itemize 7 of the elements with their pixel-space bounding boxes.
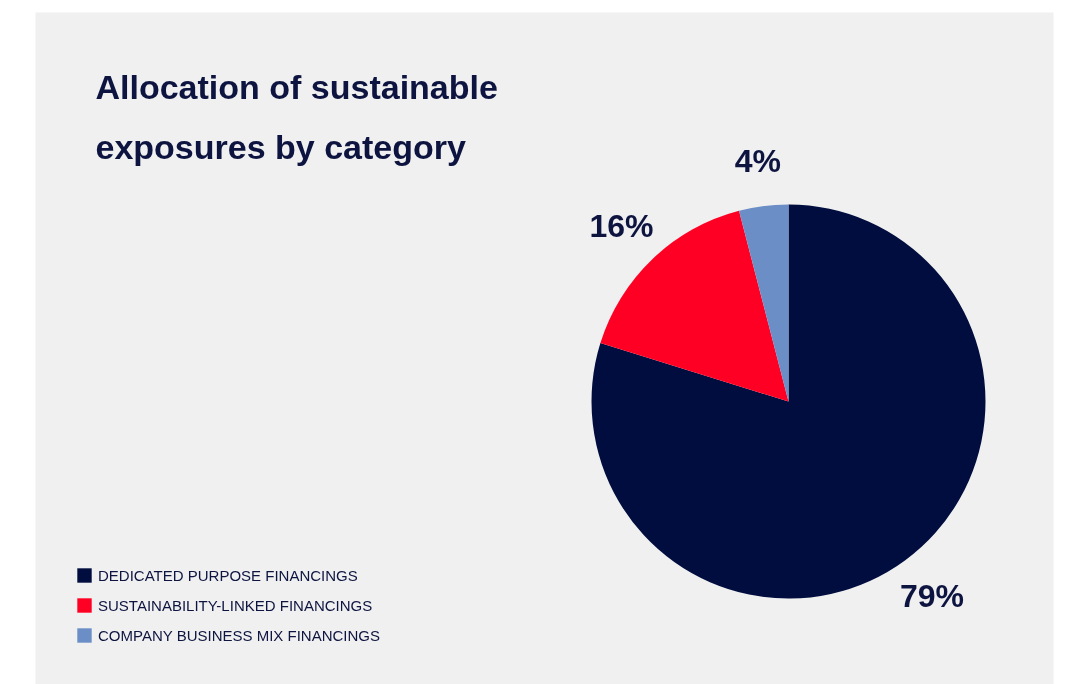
chart-title: Allocation of sustainable exposures by category [95, 67, 498, 167]
data-label: 79% [899, 578, 965, 615]
legend-label: DEDICATED PURPOSE FINANCINGS [98, 566, 358, 584]
data-label: 16% [589, 208, 654, 245]
legend-label: COMPANY BUSINESS MIX FINANCINGS [98, 626, 380, 644]
legend-label: SUSTAINABILITY-LINKED FINANCINGS [98, 596, 373, 614]
data-label: 4% [734, 143, 781, 180]
